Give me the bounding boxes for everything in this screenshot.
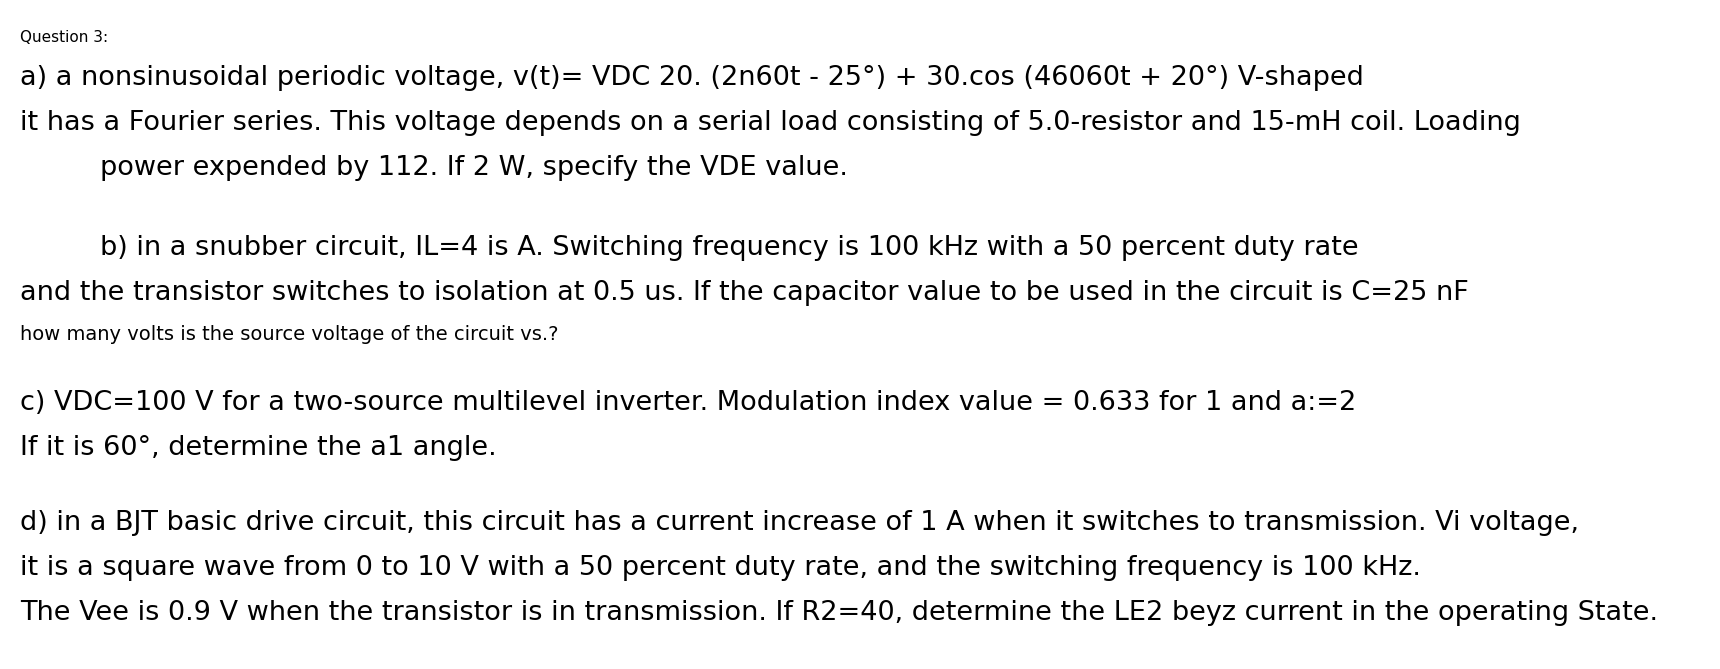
Text: c) VDC=100 V for a two-source multilevel inverter. Modulation index value = 0.63: c) VDC=100 V for a two-source multilevel… [21, 390, 1357, 416]
Text: and the transistor switches to isolation at 0.5 us. If the capacitor value to be: and the transistor switches to isolation… [21, 280, 1469, 306]
Text: how many volts is the source voltage of the circuit vs.?: how many volts is the source voltage of … [21, 325, 559, 344]
Text: d) in a BJT basic drive circuit, this circuit has a current increase of 1 A when: d) in a BJT basic drive circuit, this ci… [21, 510, 1579, 536]
Text: b) in a snubber circuit, IL=4 is A. Switching frequency is 100 kHz with a 50 per: b) in a snubber circuit, IL=4 is A. Swit… [100, 235, 1359, 261]
Text: If it is 60°, determine the a1 angle.: If it is 60°, determine the a1 angle. [21, 435, 497, 461]
Text: The Vee is 0.9 V when the transistor is in transmission. If R2=40, determine the: The Vee is 0.9 V when the transistor is … [21, 600, 1658, 626]
Text: it is a square wave from 0 to 10 V with a 50 percent duty rate, and the switchin: it is a square wave from 0 to 10 V with … [21, 555, 1421, 581]
Text: Question 3:: Question 3: [21, 30, 108, 45]
Text: power expended by 112. If 2 W, specify the VDE value.: power expended by 112. If 2 W, specify t… [100, 155, 848, 181]
Text: it has a Fourier series. This voltage depends on a serial load consisting of 5.0: it has a Fourier series. This voltage de… [21, 110, 1520, 136]
Text: a) a nonsinusoidal periodic voltage, v(t)= VDC 20. (2n60t - 25°) + 30.cos (46060: a) a nonsinusoidal periodic voltage, v(t… [21, 65, 1364, 91]
